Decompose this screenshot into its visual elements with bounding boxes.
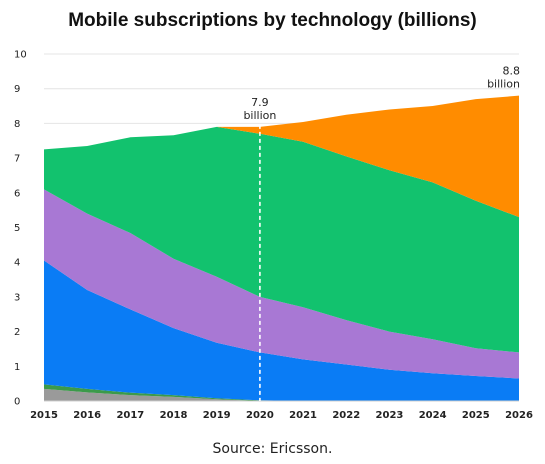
y-tick-label: 8	[14, 119, 20, 130]
annotation-value: 8.8	[503, 65, 521, 78]
area-series-6	[44, 95, 519, 218]
x-axis: 2015 2016 2017 2018 2019 2020 2021 2022 2023 2024…	[30, 400, 533, 421]
y-axis: 0 1 2 3 4 5 6 7 8 9 10	[14, 50, 27, 408]
y-tick-label: 4	[14, 258, 20, 269]
x-tick-label: 2020	[246, 410, 274, 421]
area-series	[44, 95, 519, 401]
area-series-4	[44, 189, 519, 379]
y-tick-label: 7	[14, 154, 20, 165]
chart-title: Mobile subscriptions by technology (bill…	[68, 10, 477, 31]
x-tick-label: 2024	[419, 410, 447, 421]
y-tick-label: 6	[14, 188, 20, 199]
y-tick-label: 0	[14, 397, 20, 408]
stacked-area-chart: 0 1 2 3 4 5 6 7 8 9 10 2015 2016 2017 2018 2019 2020 202…	[14, 50, 533, 422]
y-tick-label: 10	[14, 50, 27, 61]
area-series-5	[44, 126, 519, 353]
y-tick-label: 2	[14, 327, 20, 338]
x-tick-label: 2026	[505, 410, 533, 421]
x-tick-label: 2023	[376, 410, 404, 421]
y-tick-label: 9	[14, 84, 20, 95]
x-tick-label: 2017	[116, 410, 144, 421]
area-series-3	[44, 260, 519, 401]
x-tick-label: 2018	[160, 410, 188, 421]
area-series-1	[44, 388, 519, 401]
annotation-unit: billion	[243, 109, 276, 122]
x-tick-label: 2016	[73, 410, 101, 421]
annotation-value: 7.9	[251, 96, 269, 109]
source-note: Source: Ericsson.	[212, 441, 333, 457]
x-tick-label: 2019	[203, 410, 231, 421]
x-tick-label: 2021	[289, 410, 317, 421]
y-tick-label: 1	[14, 362, 20, 373]
annotation-unit: billion	[487, 78, 520, 91]
x-tick-label: 2022	[332, 410, 360, 421]
x-tick-label: 2025	[462, 410, 490, 421]
x-tick-label: 2015	[30, 410, 58, 421]
y-tick-label: 5	[14, 223, 20, 234]
y-tick-label: 3	[14, 292, 20, 303]
